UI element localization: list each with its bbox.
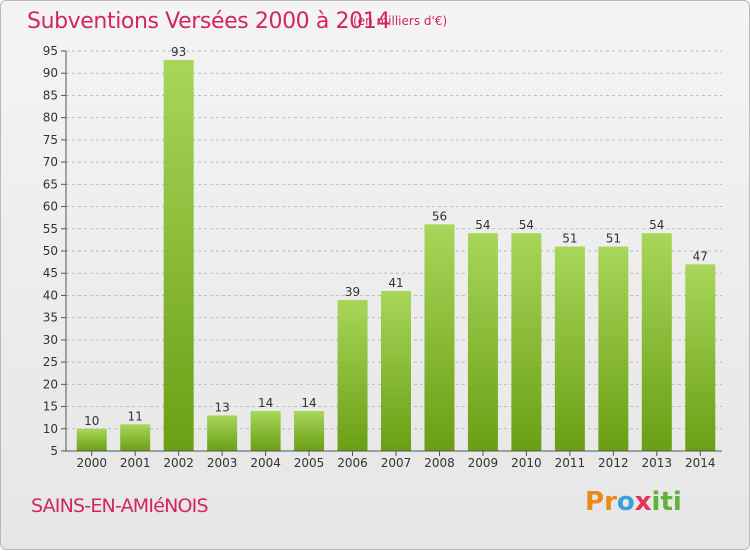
y-tick-label: 50: [43, 244, 58, 258]
y-tick-label: 70: [43, 155, 58, 169]
x-tick-label: 2012: [598, 456, 629, 470]
y-tick-label: 35: [43, 311, 58, 325]
bar-value-label: 51: [562, 232, 577, 246]
bar-value-label: 54: [475, 218, 490, 232]
bar-2010: [511, 233, 542, 451]
chart-unit: (en milliers d'€): [353, 14, 448, 28]
x-tick-label: 2013: [642, 456, 673, 470]
bar-value-label: 11: [128, 409, 143, 423]
logo-letter: i: [651, 487, 661, 517]
bar-2004: [250, 411, 281, 451]
bar-2009: [467, 233, 498, 451]
bar-value-label: 93: [171, 45, 186, 59]
logo-letter: P: [585, 487, 605, 517]
bar-2003: [207, 415, 238, 451]
x-tick-label: 2003: [207, 456, 238, 470]
bar-value-label: 54: [519, 218, 534, 232]
y-tick-label: 15: [43, 400, 58, 414]
x-tick-label: 2007: [381, 456, 412, 470]
x-tick-label: 2000: [76, 456, 107, 470]
x-tick-label: 2004: [250, 456, 281, 470]
commune-name: SAINS-EN-AMIéNOIS: [31, 495, 209, 517]
y-tick-label: 55: [43, 222, 58, 236]
x-tick-label: 2010: [511, 456, 542, 470]
x-tick-label: 2005: [294, 456, 325, 470]
x-tick-label: 2002: [163, 456, 194, 470]
bar-2011: [554, 246, 585, 451]
bar-2002: [163, 59, 194, 452]
bar-value-label: 56: [432, 209, 447, 223]
bar-value-label: 47: [693, 249, 708, 263]
y-tick-label: 75: [43, 133, 58, 147]
y-tick-label: 95: [43, 44, 58, 58]
x-tick-label: 2006: [337, 456, 368, 470]
y-tick-label: 5: [50, 444, 58, 458]
y-tick-label: 10: [43, 422, 58, 436]
bar-value-label: 10: [84, 414, 99, 428]
logo-letter: r: [604, 487, 617, 517]
y-tick-label: 45: [43, 266, 58, 280]
bar-value-label: 51: [606, 232, 621, 246]
axis-layer: 5 10 15 20 25 30 35 40 45 50 55 60 65 70 75 80 85 90 95 200…: [43, 44, 722, 470]
bar-2006: [337, 299, 368, 451]
y-tick-label: 90: [43, 66, 58, 80]
bar-2000: [76, 428, 107, 451]
y-tick-label: 20: [43, 377, 58, 391]
y-tick-label: 85: [43, 88, 58, 102]
bar-value-label: 13: [214, 400, 229, 414]
bar-value-label: 54: [649, 218, 664, 232]
bar-value-label: 14: [301, 396, 316, 410]
x-tick-label: 2011: [555, 456, 586, 470]
y-tick-label: 25: [43, 355, 58, 369]
bar-2013: [641, 233, 672, 451]
logo-letter: t: [660, 487, 673, 517]
logo-letter: i: [672, 487, 682, 517]
y-tick-label: 65: [43, 177, 58, 191]
bar-2001: [120, 424, 151, 451]
proxiti-logo: Proxiti: [585, 487, 682, 517]
x-tick-label: 2014: [685, 456, 716, 470]
bar-value-label: 14: [258, 396, 273, 410]
y-tick-label: 40: [43, 288, 58, 302]
logo-letter: x: [634, 487, 652, 517]
bar-2012: [598, 246, 629, 451]
bar-value-label: 39: [345, 285, 360, 299]
bar-2014: [685, 264, 716, 451]
x-tick-label: 2009: [468, 456, 499, 470]
chart-title: Subventions Versées 2000 à 2014: [27, 9, 390, 34]
bar-value-label: 41: [388, 276, 403, 290]
bar-2008: [424, 224, 455, 451]
y-tick-label: 30: [43, 333, 58, 347]
bar-layer: 10 11 93 13 14 14 39 41 56 54 54 51 51 54 47: [76, 45, 716, 452]
bar-2007: [381, 291, 411, 451]
x-tick-label: 2008: [424, 456, 455, 470]
y-tick-label: 80: [43, 111, 58, 125]
bar-2005: [294, 411, 325, 451]
x-tick-label: 2001: [120, 456, 151, 470]
logo-letter: o: [616, 487, 635, 517]
y-tick-label: 60: [43, 200, 58, 214]
